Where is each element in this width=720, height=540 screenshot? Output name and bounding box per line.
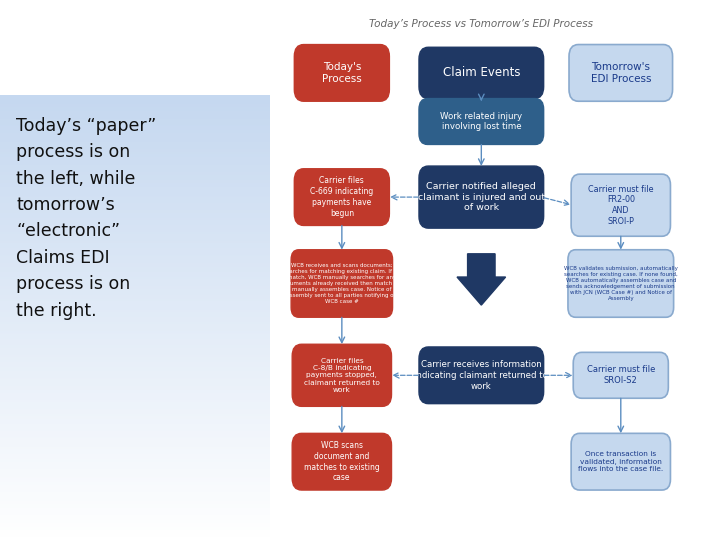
Text: Today vs. EDI: Today vs. EDI (32, 33, 238, 61)
FancyBboxPatch shape (571, 174, 670, 237)
FancyBboxPatch shape (571, 433, 670, 490)
Text: Work related injury
involving lost time: Work related injury involving lost time (440, 112, 523, 131)
FancyBboxPatch shape (573, 352, 668, 399)
FancyBboxPatch shape (292, 433, 392, 490)
FancyBboxPatch shape (419, 47, 544, 98)
Text: Carrier must file
SROI-S2: Carrier must file SROI-S2 (587, 366, 655, 385)
Text: Once transaction is
validated, information
flows into the case file.: Once transaction is validated, informati… (578, 451, 663, 472)
Text: WCB validates submission, automatically
searches for existing case. If none foun: WCB validates submission, automatically … (564, 266, 678, 301)
Text: Carrier must file
FR2-00
AND
SROI-P: Carrier must file FR2-00 AND SROI-P (588, 185, 654, 226)
FancyBboxPatch shape (291, 249, 392, 317)
FancyBboxPatch shape (292, 345, 392, 406)
Text: Carrier files
C-8/B indicating
payments stopped,
claimant returned to
work: Carrier files C-8/B indicating payments … (304, 358, 379, 393)
FancyBboxPatch shape (419, 347, 544, 404)
Text: Today’s Process vs Tomorrow’s EDI Process: Today’s Process vs Tomorrow’s EDI Proces… (369, 19, 593, 29)
FancyBboxPatch shape (569, 45, 672, 102)
Text: WCB receives and scans documents;
searches for matching existing claim. If no
ma: WCB receives and scans documents; search… (279, 263, 404, 304)
Text: Carrier notified alleged
claimant is injured and out
of work: Carrier notified alleged claimant is inj… (418, 182, 545, 212)
Text: Claim Events: Claim Events (443, 66, 520, 79)
FancyBboxPatch shape (294, 168, 390, 226)
Text: Tomorrow's
EDI Process: Tomorrow's EDI Process (590, 62, 651, 84)
FancyArrow shape (457, 254, 505, 305)
FancyBboxPatch shape (419, 98, 544, 144)
FancyBboxPatch shape (419, 166, 544, 228)
Text: Today's
Process: Today's Process (322, 62, 361, 84)
FancyBboxPatch shape (568, 249, 674, 317)
FancyBboxPatch shape (294, 45, 390, 102)
Text: Carrier files
C-669 indicating
payments have
begun: Carrier files C-669 indicating payments … (310, 177, 374, 218)
Text: Today’s “paper”
process is on
the left, while
tomorrow’s
“electronic”
Claims EDI: Today’s “paper” process is on the left, … (16, 117, 156, 320)
Text: Carrier receives information
indicating claimant returned to
work: Carrier receives information indicating … (415, 360, 548, 390)
Text: WCB scans
document and
matches to existing
case: WCB scans document and matches to existi… (304, 441, 379, 482)
